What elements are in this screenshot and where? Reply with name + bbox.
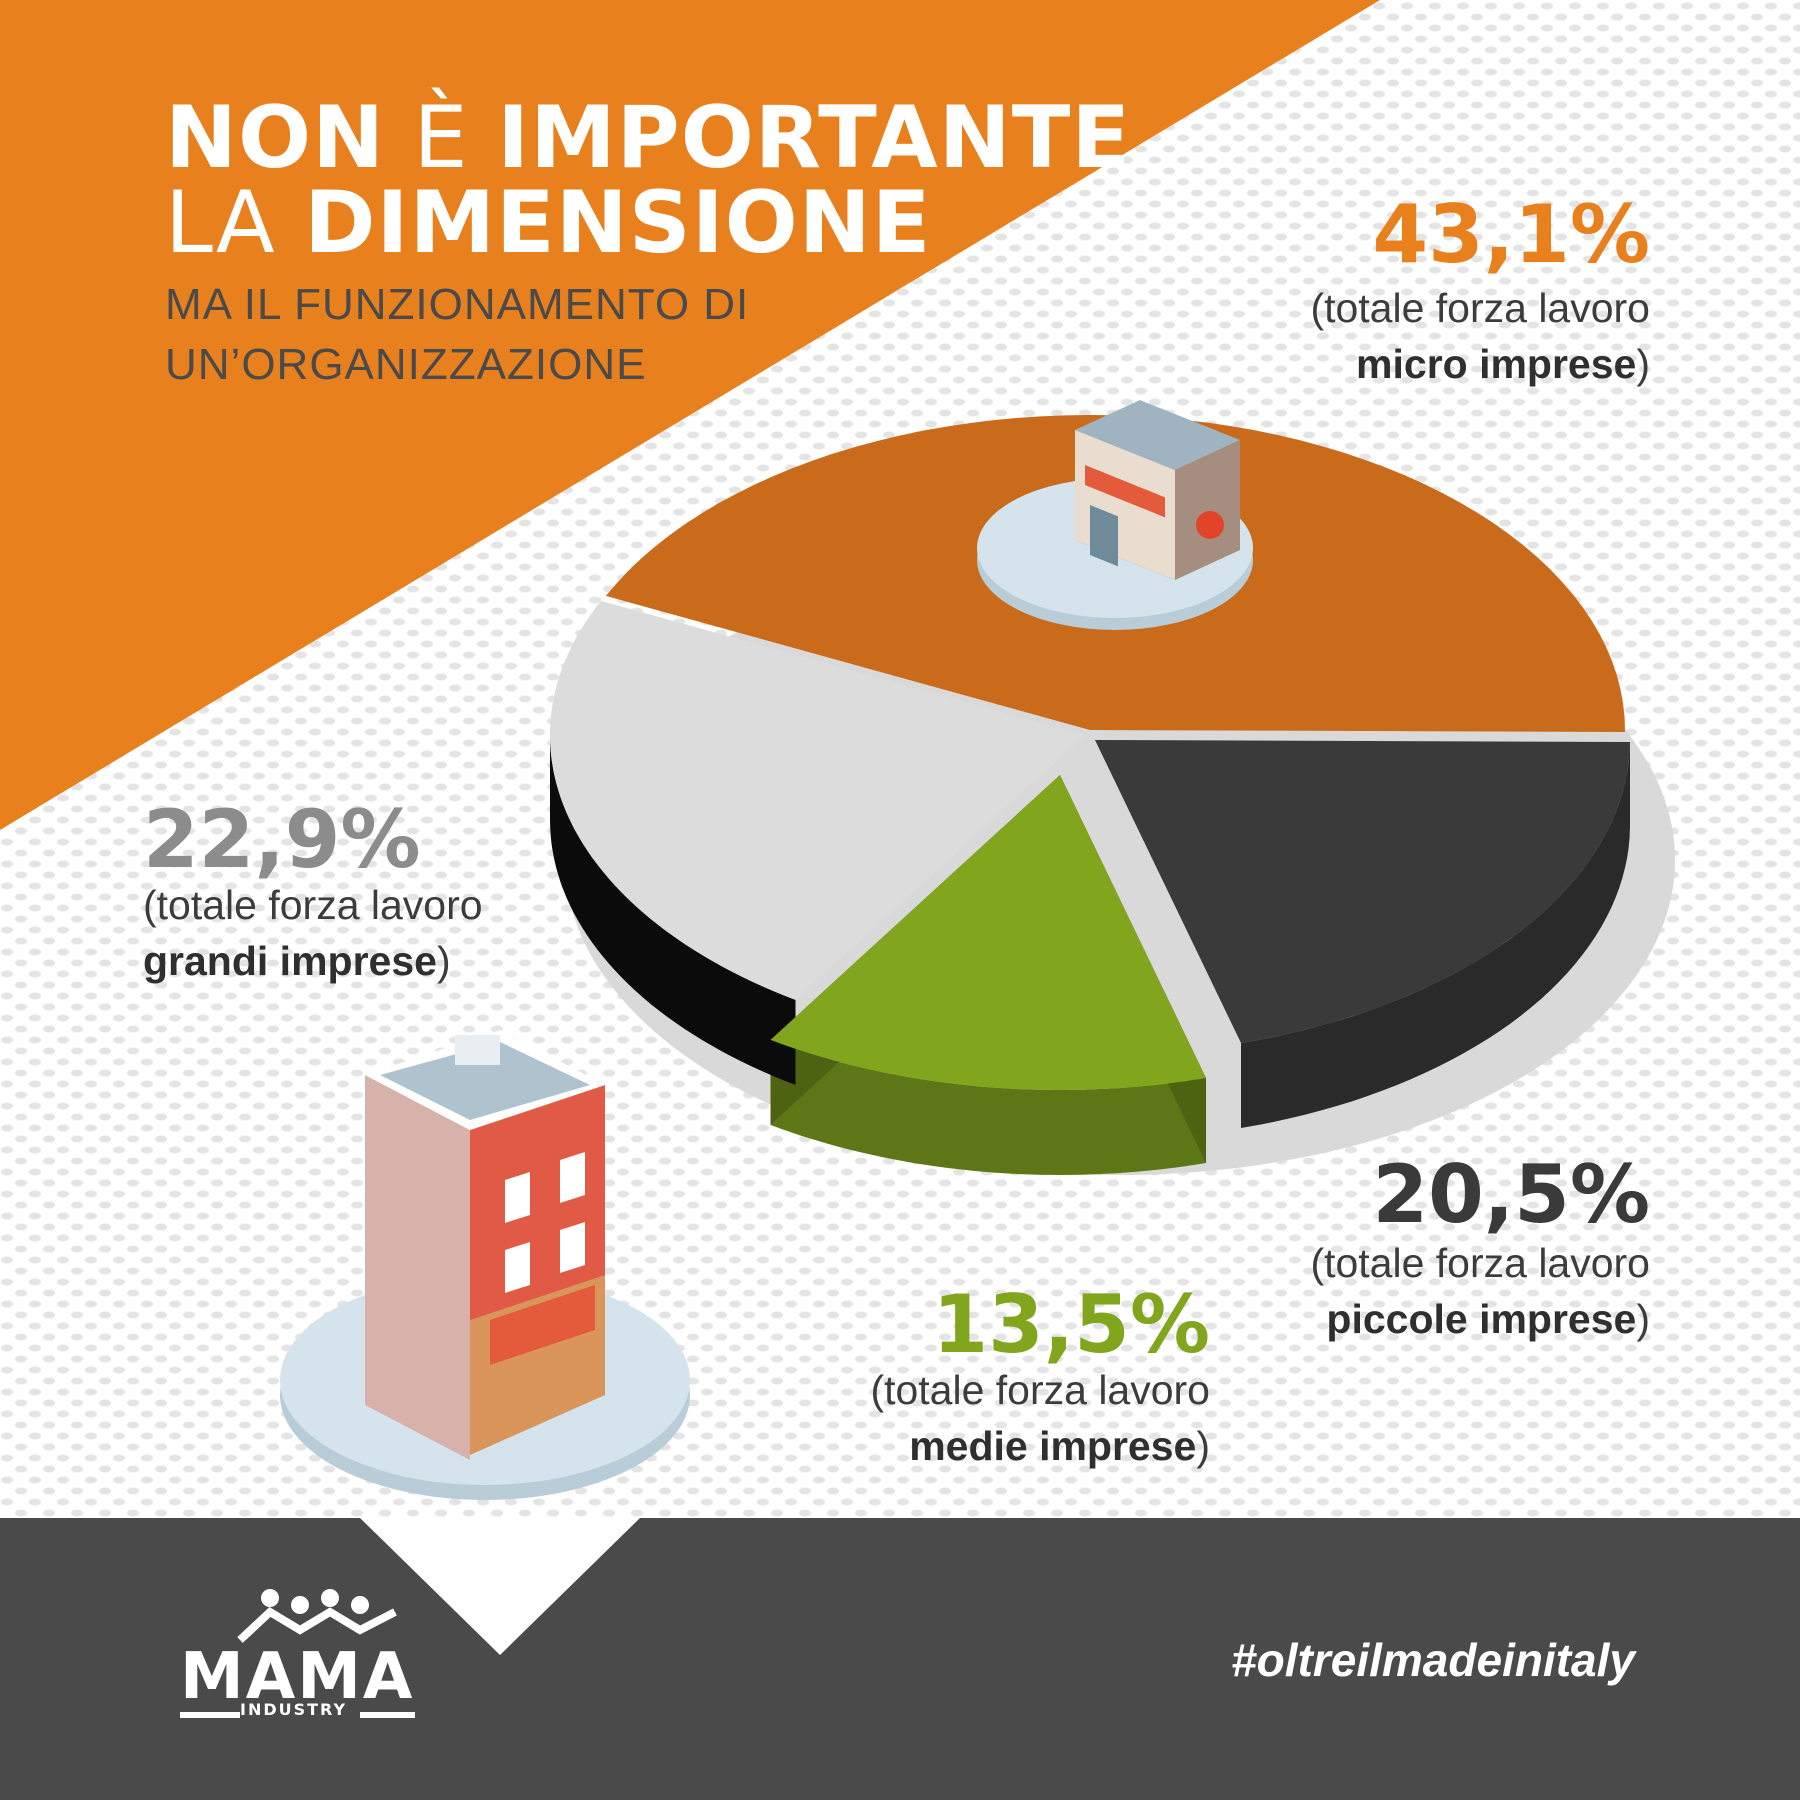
logo-wordmark: MAMA — [180, 1640, 415, 1714]
piccole-label: (totale forza lavoro piccole imprese) — [1310, 1235, 1650, 1347]
medie-percentage: 13,5% — [932, 1278, 1210, 1371]
micro-label-name: micro imprese — [1356, 341, 1637, 387]
subtitle-line-2: UN’ORGANIZZAZIONE — [165, 340, 647, 389]
grandi-percentage: 22,9% — [143, 793, 421, 886]
title-word-e: È — [413, 88, 469, 188]
grandi-label-prefix: (totale forza lavoro — [143, 882, 483, 928]
medie-label: (totale forza lavoro medie imprese) — [870, 1362, 1210, 1474]
micro-label-prefix: (totale forza lavoro — [1310, 285, 1650, 331]
pie-slice-medie-side — [770, 1039, 1206, 1175]
orange-header-band — [0, 0, 1380, 830]
medie-label-close: ) — [1196, 1423, 1210, 1469]
micro-label: (totale forza lavoro micro imprese) — [1310, 280, 1650, 392]
title-word-non: NON — [165, 88, 386, 188]
pie-slice-piccole — [1095, 740, 1630, 1043]
title-word-dimensione: DIMENSIONE — [304, 173, 932, 273]
pie-slice-grandi-side — [550, 735, 796, 1085]
grandi-label-name: grandi imprese — [143, 938, 437, 984]
subtitle-line-1: MA IL FUNZIONAMENTO DI — [165, 280, 750, 329]
franchise-building-icon — [280, 1030, 690, 1500]
title-line-2: LA DIMENSIONE — [165, 180, 932, 266]
mama-industry-logo — [180, 1589, 415, 1718]
title-word-importante: IMPORTANTE — [497, 88, 1132, 188]
micro-label-close: ) — [1636, 341, 1650, 387]
medie-label-prefix: (totale forza lavoro — [870, 1367, 1210, 1413]
grandi-label-close: ) — [436, 938, 451, 984]
medie-label-name: medie imprese — [909, 1423, 1197, 1469]
title-line-1: NON È IMPORTANTE — [165, 95, 1131, 181]
pie-slice-grandi — [550, 600, 1085, 1000]
shop-building-icon — [977, 400, 1253, 630]
title-word-la: LA — [165, 173, 276, 273]
logo-subtext: INDUSTRY — [240, 1700, 348, 1719]
piccole-label-prefix: (totale forza lavoro — [1310, 1240, 1650, 1286]
pie-slice-medie — [770, 775, 1206, 1090]
piccole-label-name: piccole imprese — [1326, 1296, 1637, 1342]
piccole-percentage: 20,5% — [1372, 1148, 1650, 1241]
pie-slice-piccole-side — [1241, 742, 1630, 1128]
footer-band — [0, 1518, 1800, 1800]
micro-percentage: 43,1% — [1372, 188, 1650, 281]
hashtag: #oltreilmadeinitaly — [1231, 1634, 1635, 1686]
grandi-label: (totale forza lavoro grandi imprese) — [143, 877, 483, 989]
piccole-label-close: ) — [1636, 1296, 1650, 1342]
